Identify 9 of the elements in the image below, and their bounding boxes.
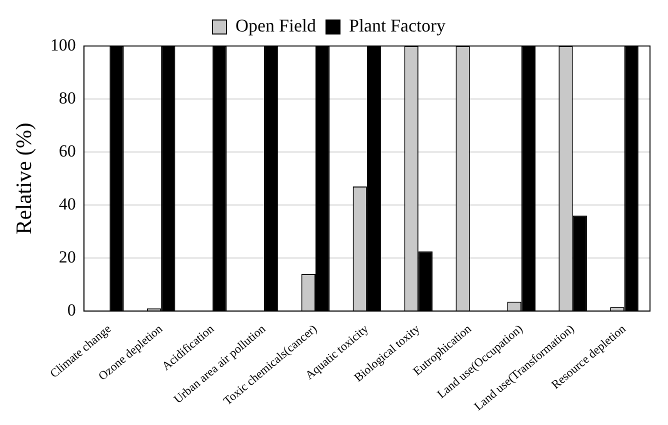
y-tick-label: 60 xyxy=(58,141,76,160)
y-tick-label: 20 xyxy=(58,248,76,267)
y-tick-label: 40 xyxy=(58,194,76,214)
legend-label: Open Field xyxy=(236,16,316,36)
y-tick-label: 0 xyxy=(67,300,76,320)
y-tick-label: 80 xyxy=(58,88,76,108)
y-tick-label: 100 xyxy=(50,35,76,54)
legend-label: Plant Factory xyxy=(349,16,446,36)
y-axis-title: Relative (%) xyxy=(10,122,36,234)
